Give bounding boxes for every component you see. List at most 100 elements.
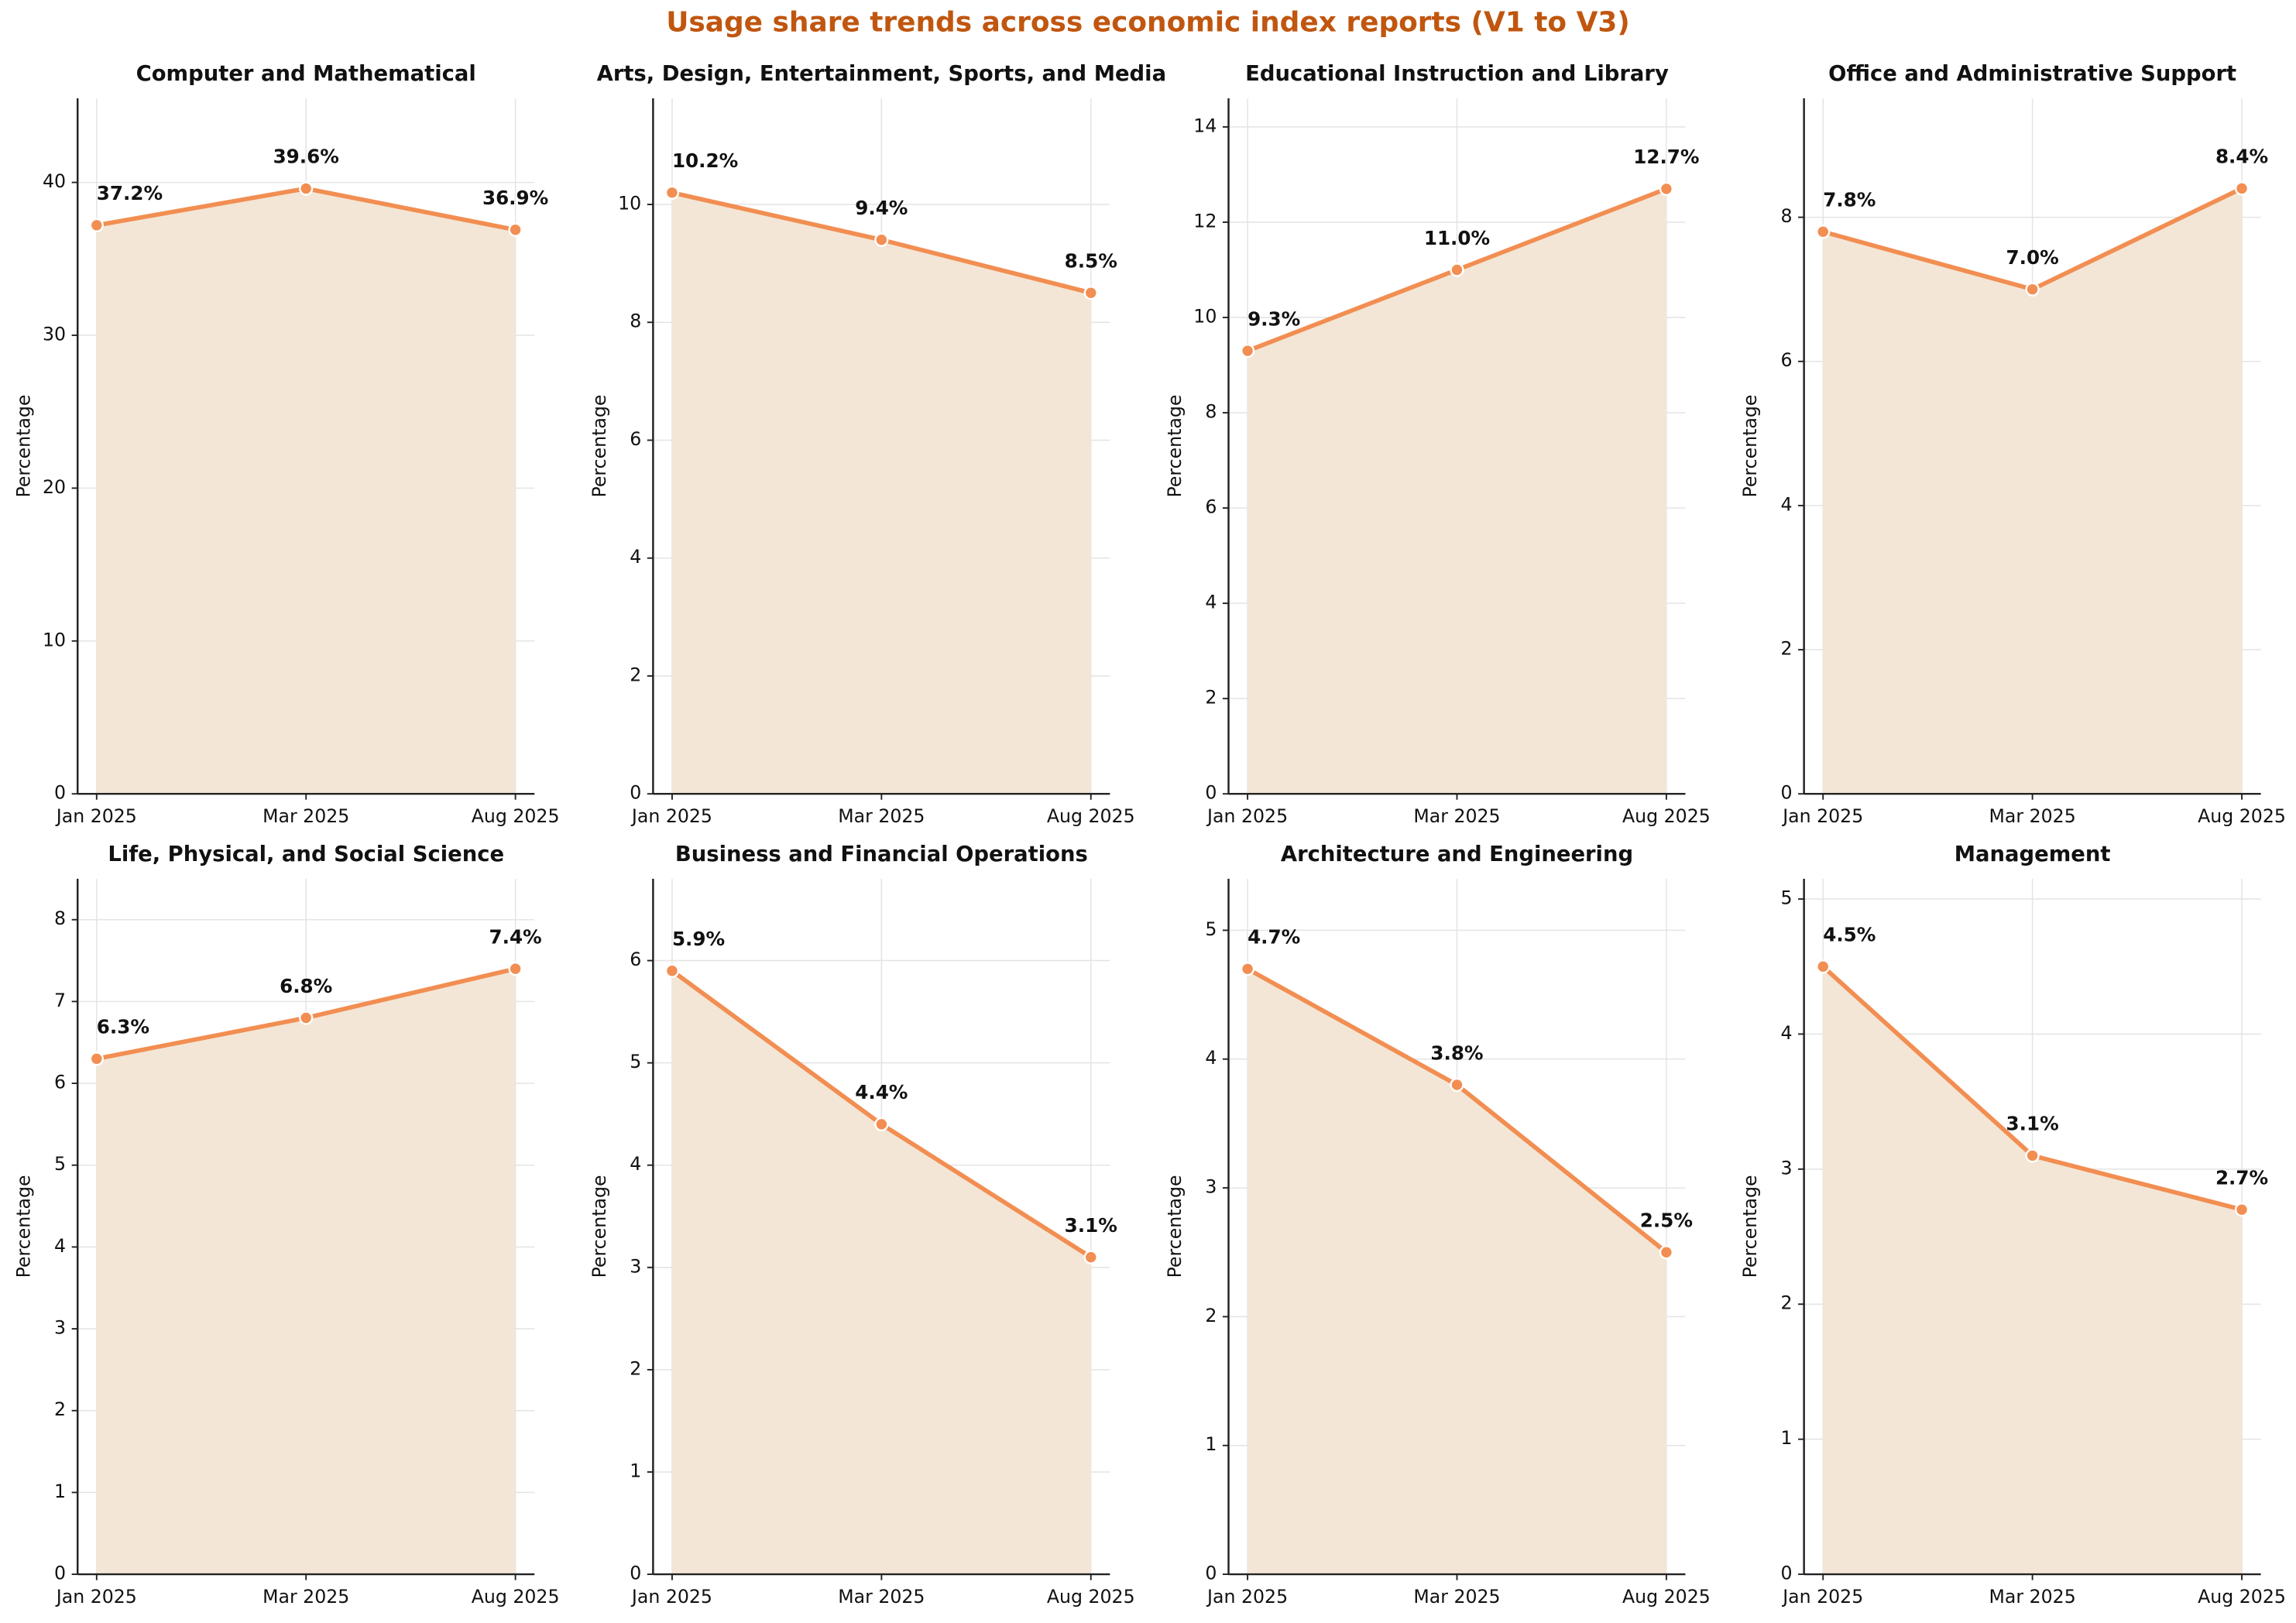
y-axis-label: Percentage — [13, 395, 35, 498]
marker — [2025, 282, 2040, 297]
y-tick-label: 3 — [1205, 1176, 1217, 1198]
marker — [1450, 1077, 1464, 1093]
data-label: 10.2% — [672, 149, 738, 172]
data-label: 3.1% — [1065, 1214, 1117, 1237]
y-tick-label: 1 — [1205, 1433, 1217, 1455]
y-tick-label: 6 — [1205, 496, 1217, 518]
data-label: 7.0% — [2006, 246, 2059, 269]
y-tick-label: 1 — [1780, 1427, 1792, 1449]
marker — [1816, 959, 1831, 974]
y-tick-label: 2 — [54, 1398, 66, 1420]
marker — [874, 232, 889, 247]
x-tick-label: Jan 2025 — [1206, 805, 1288, 827]
y-tick-label: 4 — [1205, 1047, 1217, 1069]
data-label: 9.3% — [1248, 307, 1300, 330]
x-tick-label: Mar 2025 — [838, 805, 925, 827]
data-label: 6.8% — [280, 975, 332, 997]
marker — [508, 222, 523, 237]
y-tick-label: 5 — [630, 1051, 641, 1072]
area-fill — [96, 969, 516, 1575]
marker — [2025, 1148, 2040, 1163]
y-tick-label: 8 — [1780, 205, 1792, 227]
data-label: 12.7% — [1633, 146, 1699, 168]
subplot: Business and Financial Operations Percent… — [589, 842, 1135, 1608]
marker — [1659, 181, 1674, 197]
marker — [1083, 1250, 1098, 1264]
y-tick-label: 30 — [43, 323, 66, 345]
y-axis-label: Percentage — [1164, 395, 1186, 498]
y-tick-label: 6 — [630, 949, 641, 970]
subplot: Educational Instruction and Library Perce… — [1164, 62, 1711, 827]
x-tick-label: Aug 2025 — [472, 805, 560, 827]
data-label: 2.5% — [1640, 1210, 1693, 1232]
marker — [1816, 225, 1831, 239]
y-tick-label: 6 — [1780, 349, 1792, 371]
marker — [1450, 262, 1464, 277]
area-fill — [671, 192, 1091, 794]
x-tick-label: Jan 2025 — [55, 1586, 137, 1608]
area-fill — [1248, 969, 1666, 1575]
x-tick-label: Jan 2025 — [630, 805, 712, 827]
y-tick-label: 40 — [43, 170, 66, 192]
subplot: Office and Administrative Support Percent… — [1739, 62, 2286, 827]
subplot-title: Architecture and Engineering — [1281, 842, 1633, 866]
y-axis-label: Percentage — [1164, 1175, 1186, 1278]
y-tick-label: 3 — [1780, 1157, 1792, 1179]
x-tick-label: Mar 2025 — [1989, 1586, 2076, 1608]
subplot-title: Office and Administrative Support — [1828, 62, 2236, 86]
subplot-title: Computer and Mathematical — [136, 62, 476, 86]
figure-title: Usage share trends across economic index… — [666, 7, 1630, 39]
y-tick-label: 4 — [1205, 592, 1217, 613]
subplot: Arts, Design, Entertainment, Sports, and… — [589, 62, 1166, 827]
y-tick-label: 8 — [54, 908, 66, 929]
y-tick-label: 4 — [630, 546, 641, 568]
x-tick-label: Jan 2025 — [1206, 1586, 1288, 1608]
x-tick-label: Aug 2025 — [2198, 1586, 2286, 1608]
y-tick-label: 10 — [618, 193, 641, 214]
area-fill — [671, 970, 1091, 1575]
y-tick-label: 0 — [630, 782, 641, 804]
subplot-title: Business and Financial Operations — [675, 842, 1088, 866]
marker — [664, 963, 680, 978]
subplot-title: Life, Physical, and Social Science — [108, 842, 504, 866]
data-label: 2.7% — [2215, 1166, 2268, 1189]
marker — [2234, 1203, 2250, 1217]
y-tick-label: 5 — [1205, 918, 1217, 940]
x-tick-label: Mar 2025 — [838, 1586, 925, 1608]
data-label: 8.4% — [2215, 146, 2268, 168]
y-tick-label: 2 — [1205, 687, 1217, 709]
subplot: Computer and Mathematical Percentage 0 10 20… — [13, 62, 560, 827]
y-tick-label: 14 — [1193, 115, 1217, 136]
y-tick-label: 0 — [1205, 782, 1217, 804]
data-label: 7.8% — [1823, 188, 1876, 211]
y-tick-label: 4 — [1780, 1022, 1792, 1044]
y-axis-label: Percentage — [1739, 395, 1761, 498]
marker — [89, 1052, 104, 1066]
y-tick-label: 1 — [630, 1460, 641, 1481]
y-tick-label: 8 — [1205, 401, 1217, 423]
data-label: 37.2% — [97, 182, 163, 204]
marker — [508, 961, 523, 976]
y-axis-label: Percentage — [1739, 1175, 1761, 1278]
x-tick-label: Aug 2025 — [2198, 805, 2286, 827]
y-tick-label: 6 — [54, 1072, 66, 1093]
y-tick-label: 2 — [1780, 638, 1792, 660]
data-label: 8.5% — [1065, 249, 1117, 272]
y-tick-label: 2 — [1205, 1305, 1217, 1326]
marker — [299, 181, 314, 196]
area-fill — [1248, 188, 1666, 794]
data-label: 39.6% — [273, 146, 339, 168]
y-axis-label: Percentage — [13, 1175, 35, 1278]
x-tick-label: Mar 2025 — [263, 1586, 349, 1608]
x-tick-label: Aug 2025 — [1047, 805, 1135, 827]
y-axis-label: Percentage — [589, 395, 610, 498]
data-label: 5.9% — [672, 928, 725, 950]
subplot: Management Percentage 0 1 2 3 4 5 Jan 2025 Mar 20… — [1739, 842, 2286, 1608]
data-label: 4.5% — [1823, 924, 1876, 946]
y-tick-label: 4 — [54, 1235, 66, 1257]
y-tick-label: 0 — [630, 1563, 641, 1584]
y-tick-label: 0 — [1780, 1563, 1792, 1584]
y-axis-label: Percentage — [589, 1175, 610, 1278]
y-tick-label: 2 — [630, 664, 641, 685]
x-tick-label: Aug 2025 — [1622, 805, 1711, 827]
